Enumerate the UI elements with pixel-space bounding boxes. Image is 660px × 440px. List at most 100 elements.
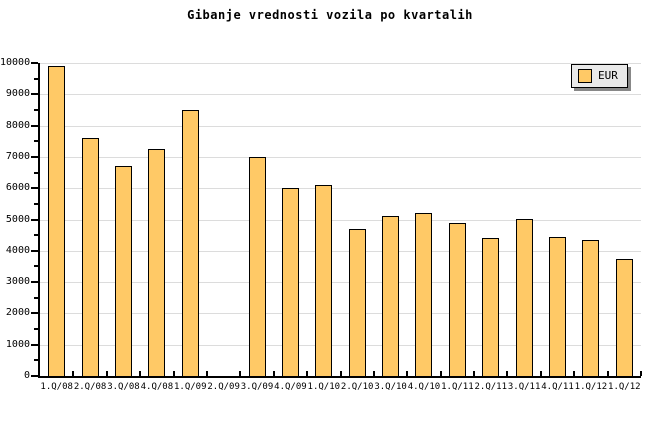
x-tick [306, 371, 308, 376]
bar [182, 110, 199, 376]
y-tick-label: 10000 [0, 57, 31, 68]
y-gridline [40, 313, 641, 314]
bar [48, 66, 65, 376]
y-tick-label: 2000 [5, 307, 30, 318]
chart-title: Gibanje vrednosti vozila po kvartalih [187, 8, 473, 22]
plot-area [31, 62, 642, 378]
y-minor-tick [34, 172, 38, 174]
y-tick-label: 4000 [5, 245, 30, 256]
y-major-tick [31, 187, 38, 189]
bar [282, 188, 299, 376]
y-major-tick [31, 219, 38, 221]
x-tick [440, 371, 442, 376]
x-tick [373, 371, 375, 376]
x-category-label: 4.Q/10 [407, 382, 441, 392]
y-gridline [40, 94, 641, 95]
x-tick [273, 371, 275, 376]
y-minor-tick [34, 359, 38, 361]
x-tick [473, 371, 475, 376]
x-tick [640, 371, 642, 376]
bar [549, 237, 566, 376]
x-category-label: 1.Q/12 [574, 382, 608, 392]
y-major-tick [31, 281, 38, 283]
x-tick [239, 371, 241, 376]
legend-swatch-icon [578, 69, 592, 83]
x-category-label: 4.Q/09 [274, 382, 307, 392]
x-category-label: 1.Q/10 [307, 382, 341, 392]
y-gridline [40, 188, 641, 189]
y-major-tick [31, 125, 38, 127]
bar [382, 216, 399, 376]
bar [616, 259, 633, 376]
x-tick [340, 371, 342, 376]
y-tick-label: 8000 [5, 120, 30, 131]
bar [415, 213, 432, 376]
x-tick [106, 371, 108, 376]
y-gridline [40, 126, 641, 127]
x-category-label: 1.Q/08 [40, 382, 73, 392]
y-major-tick [31, 156, 38, 158]
x-category-label: 3.Q/09 [240, 382, 274, 392]
x-category-label: 2.Q/08 [73, 382, 107, 392]
bar [315, 185, 332, 376]
x-tick [139, 371, 141, 376]
x-category-label: 1.Q/11 [441, 382, 474, 392]
bar [115, 166, 132, 376]
y-minor-tick [34, 234, 38, 236]
x-tick [573, 371, 575, 376]
y-gridline [40, 157, 641, 158]
x-category-label: 1.Q/12 [608, 382, 641, 392]
y-tick-label: 1000 [5, 339, 30, 350]
bar [449, 223, 466, 376]
x-tick [406, 371, 408, 376]
y-tick-label: 5000 [5, 214, 30, 225]
y-major-tick [31, 312, 38, 314]
x-tick [540, 371, 542, 376]
bar [249, 157, 266, 376]
y-minor-tick [34, 140, 38, 142]
bar [582, 240, 599, 376]
y-gridline [40, 63, 641, 64]
y-minor-tick [34, 203, 38, 205]
y-tick-label: 3000 [5, 276, 30, 287]
bar [82, 138, 99, 376]
y-gridline [40, 282, 641, 283]
x-category-label: 1.Q/09 [173, 382, 207, 392]
x-tick [607, 371, 609, 376]
x-category-label: 3.Q/11 [507, 382, 541, 392]
y-tick-label: 7000 [5, 151, 30, 162]
y-gridline [40, 220, 641, 221]
x-category-label: 4.Q/08 [140, 382, 174, 392]
x-tick [173, 371, 175, 376]
x-category-label: 2.Q/09 [207, 382, 240, 392]
y-minor-tick [34, 109, 38, 111]
x-category-label: 2.Q/10 [340, 382, 374, 392]
y-minor-tick [34, 328, 38, 330]
x-category-label: 4.Q/11 [541, 382, 574, 392]
y-minor-tick [34, 297, 38, 299]
x-tick [72, 371, 74, 376]
x-tick [206, 371, 208, 376]
y-gridline [40, 345, 641, 346]
bar [482, 238, 499, 376]
y-tick-label: 6000 [5, 182, 30, 193]
y-minor-tick [34, 78, 38, 80]
x-category-label: 3.Q/10 [374, 382, 407, 392]
x-tick [506, 371, 508, 376]
y-gridline [40, 251, 641, 252]
bar [148, 149, 165, 376]
y-major-tick [31, 93, 38, 95]
y-major-tick [31, 344, 38, 346]
y-tick-label: 9000 [5, 88, 30, 99]
x-category-label: 3.Q/08 [107, 382, 140, 392]
x-category-label: 2.Q/11 [474, 382, 508, 392]
bar [349, 229, 366, 376]
legend-label: EUR [598, 69, 618, 82]
y-major-tick [31, 62, 38, 64]
legend: EUR [571, 64, 628, 88]
y-major-tick [31, 250, 38, 252]
bar [516, 219, 533, 376]
y-tick-label: 0 [23, 370, 30, 381]
y-minor-tick [34, 265, 38, 267]
